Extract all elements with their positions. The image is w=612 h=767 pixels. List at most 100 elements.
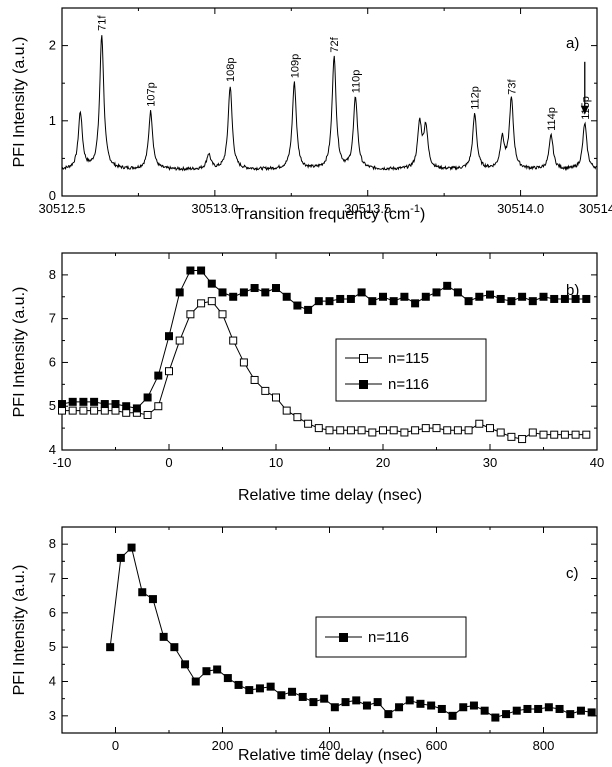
- data-point-n=116: [389, 297, 398, 306]
- data-point-n=116: [255, 684, 264, 693]
- data-point-n=115: [218, 310, 227, 319]
- x-tick-label: 30513.0: [191, 201, 238, 216]
- data-point-n=116: [282, 292, 291, 301]
- data-point-n=115: [111, 406, 120, 415]
- legend-marker-n116: [359, 380, 368, 389]
- data-point-n=116: [122, 402, 131, 411]
- data-point-n=115: [58, 406, 66, 415]
- data-point-n=115: [186, 310, 195, 319]
- panel-b-ylabel: PFI Intensity (a.u.): [11, 287, 28, 418]
- data-point-n=116: [453, 288, 462, 297]
- data-point-n=115: [357, 426, 366, 435]
- data-point-n=116: [587, 708, 596, 717]
- data-point-n=116: [277, 691, 286, 700]
- data-point-n=116: [512, 706, 521, 715]
- data-point-n=115: [325, 426, 334, 435]
- data-point-n=116: [79, 397, 88, 406]
- x-tick-label: 30514: [579, 201, 612, 216]
- data-point-n=115: [314, 424, 323, 433]
- y-tick-label: 1: [49, 113, 56, 128]
- y-tick-label: 4: [49, 442, 56, 457]
- data-point-n=116: [132, 404, 141, 413]
- data-point-n=116: [469, 701, 478, 710]
- data-point-n=116: [576, 706, 585, 715]
- data-point-n=116: [395, 703, 404, 712]
- data-point-n=116: [138, 588, 147, 597]
- data-point-n=115: [486, 424, 494, 433]
- data-point-n=115: [550, 430, 559, 439]
- data-point-n=116: [245, 686, 254, 695]
- data-point-n=115: [79, 406, 88, 415]
- data-point-n=116: [464, 297, 473, 306]
- data-point-n=115: [207, 297, 216, 306]
- x-tick-label: 10: [269, 455, 283, 470]
- data-point-n=116: [405, 696, 414, 705]
- data-point-n=116: [314, 297, 323, 306]
- x-tick-label: 30514.0: [497, 201, 544, 216]
- data-point-n=116: [437, 704, 446, 713]
- data-point-n=116: [197, 266, 206, 275]
- peak-label: 114p: [546, 107, 558, 131]
- data-point-n=116: [582, 294, 591, 303]
- y-tick-label: 5: [49, 639, 56, 654]
- data-point-n=116: [480, 706, 489, 715]
- series-line-n=115: [62, 300, 587, 440]
- peak-label: 115p: [580, 96, 592, 120]
- peak-label: 109p: [289, 54, 301, 78]
- data-point-n=116: [298, 692, 307, 701]
- data-point-n=115: [239, 358, 248, 367]
- legend-label-n116: n=116: [368, 629, 409, 646]
- data-point-n=115: [100, 406, 109, 415]
- panel-c-time-delay: 0 200 400 600 800 3 4 5 6 7 8 c) Relative time del…: [11, 526, 598, 764]
- data-point-n=116: [250, 284, 259, 293]
- data-point-n=116: [68, 397, 77, 406]
- panel-c-legend: n=116: [315, 616, 467, 658]
- data-point-n=116: [218, 288, 227, 297]
- data-point-n=115: [346, 426, 355, 435]
- data-point-n=116: [288, 687, 297, 696]
- peak-label: 71f: [97, 15, 109, 31]
- data-point-n=116: [213, 665, 222, 674]
- data-point-n=115: [272, 393, 280, 402]
- data-point-n=116: [181, 660, 190, 669]
- panel-b-label: b): [566, 282, 579, 299]
- data-point-n=116: [320, 694, 329, 703]
- x-tick-label: 0: [112, 738, 119, 753]
- panel-b-frame: [61, 252, 598, 451]
- peak-label: 108p: [225, 57, 237, 81]
- y-tick-label: 7: [49, 311, 56, 326]
- data-point-n=116: [127, 543, 136, 552]
- legend-marker-n115: [359, 354, 368, 363]
- data-point-n=115: [496, 428, 505, 437]
- panel-a-xlabel: Transition frequency (cm-1): [235, 203, 426, 223]
- legend-label-n116: n=116: [388, 376, 429, 393]
- x-tick-label: 600: [426, 738, 448, 753]
- data-point-n=116: [154, 371, 163, 380]
- panel-c-xlabel: Relative time delay (nsec): [238, 747, 422, 764]
- data-point-n=115: [421, 424, 430, 433]
- data-point-n=116: [239, 288, 248, 297]
- data-point-n=116: [528, 297, 537, 306]
- panel-a-ylabel: PFI Intensity (a.u.): [11, 37, 28, 168]
- data-point-n=116: [266, 682, 275, 691]
- data-point-n=116: [325, 297, 334, 306]
- x-tick-label: -10: [53, 455, 72, 470]
- data-point-n=116: [143, 393, 152, 402]
- y-tick-label: 7: [49, 571, 56, 586]
- series-line-n=116: [109, 546, 592, 719]
- data-point-n=116: [58, 400, 66, 409]
- data-point-n=115: [229, 336, 238, 345]
- data-point-n=115: [143, 410, 152, 419]
- data-point-n=115: [261, 386, 270, 395]
- data-point-n=116: [379, 292, 387, 301]
- data-point-n=115: [379, 426, 387, 435]
- data-point-n=116: [427, 701, 436, 710]
- data-point-n=115: [368, 428, 377, 437]
- data-point-n=116: [534, 704, 543, 713]
- data-point-n=115: [560, 430, 569, 439]
- y-tick-label: 6: [49, 605, 56, 620]
- data-point-n=116: [448, 711, 457, 720]
- y-tick-label: 3: [49, 708, 56, 723]
- data-point-n=116: [106, 643, 115, 652]
